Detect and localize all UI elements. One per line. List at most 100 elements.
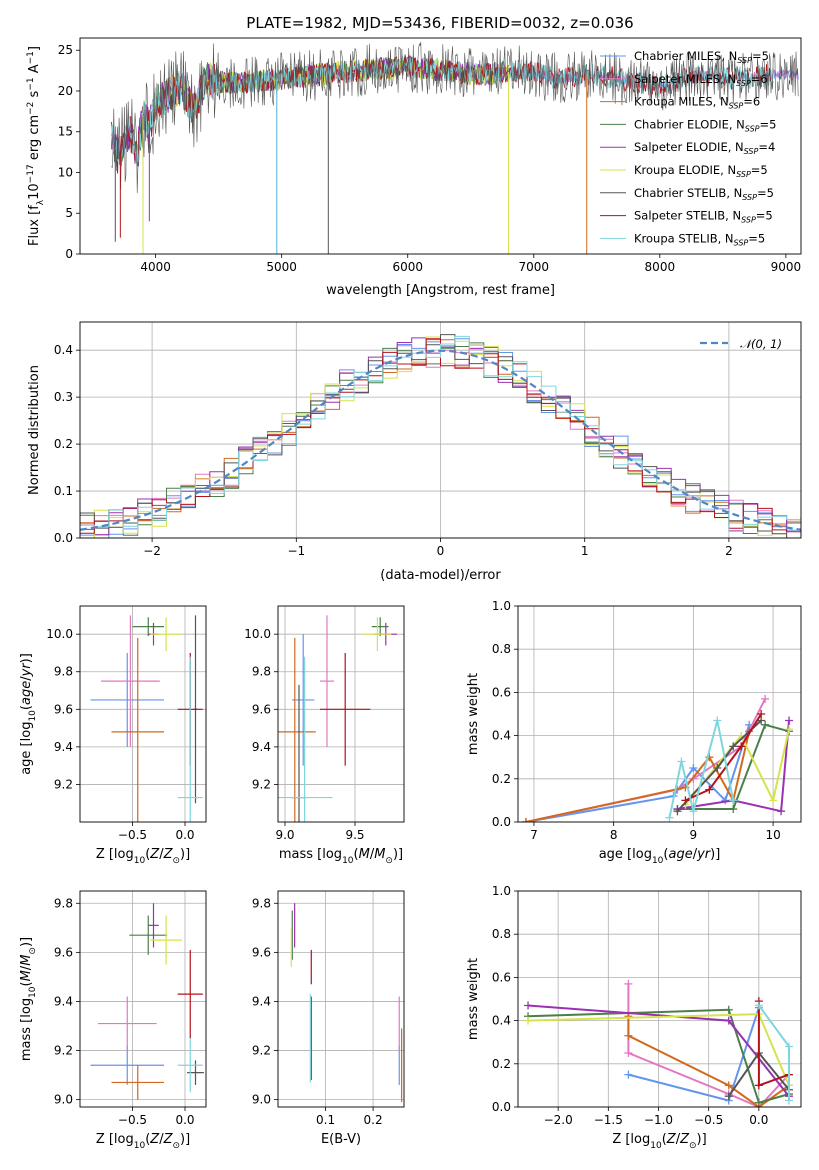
y-axis-label: age [log10(age/yr)] xyxy=(19,653,38,775)
y-tick-label: 9.4 xyxy=(54,740,73,754)
y-tick-label: 9.2 xyxy=(252,777,271,791)
legend-entry: Chabrier STELIB, NSSP=5 xyxy=(634,186,774,202)
weight-marker xyxy=(754,1098,763,1107)
y-tick-label: 15 xyxy=(58,125,73,139)
y-axis-label: Normed distribution xyxy=(27,365,42,495)
y-axis-label: mass weight xyxy=(466,958,481,1040)
weight-marker xyxy=(784,1096,793,1105)
weight-marker xyxy=(713,716,722,725)
y-tick-label: 9.6 xyxy=(54,945,73,959)
x-tick-label: 9 xyxy=(690,828,698,842)
panel-spectrum: 4000 5000 6000 7000 8000 9000 0 5 10 15 20 25 wavele… xyxy=(26,37,802,298)
weight-marker xyxy=(713,764,722,772)
weight-marker xyxy=(689,807,698,816)
weight-marker xyxy=(624,1049,633,1057)
x-axis-label: Z [log10(Z/Z⊙)] xyxy=(612,1132,706,1151)
weight-marker xyxy=(729,742,738,751)
weight-marker xyxy=(784,1042,793,1051)
y-tick-label: 0.6 xyxy=(492,685,511,699)
figure-title: PLATE=1982, MJD=53436, FIBERID=0032, z=0… xyxy=(246,14,633,32)
y-tick-label: 9.0 xyxy=(54,1093,73,1107)
weight-marker xyxy=(737,742,746,751)
y-axis-label: Flux [fλ10−17 erg cm−2 s−1 A−1] xyxy=(26,46,46,246)
y-tick-label: 0.0 xyxy=(492,1100,511,1114)
axes-frame xyxy=(79,890,207,1108)
x-tick-label: 6000 xyxy=(392,260,423,274)
plot-area-weight_vs_Z xyxy=(524,979,793,1107)
y-tick-label: 1.0 xyxy=(492,599,511,613)
legend-entry: Chabrier ELODIE, NSSP=5 xyxy=(634,117,776,133)
x-tick-label: 9000 xyxy=(771,260,802,274)
y-tick-label: 20 xyxy=(58,84,73,98)
y-tick-label: 0.2 xyxy=(492,1057,511,1071)
x-tick-label: 0.1 xyxy=(316,1113,335,1127)
legend-entry: Salpeter ELODIE, NSSP=4 xyxy=(634,140,775,156)
panel-mass_vs_Z: −0.5 0.0 9.0 9.2 9.4 9.6 9.8 Z [log10(Z/Z⊙)] mas… xyxy=(19,890,207,1151)
x-axis-label: Z [log10(Z/Z⊙)] xyxy=(96,847,190,866)
plot-area-residuals xyxy=(80,334,801,538)
weight-marker xyxy=(754,1001,763,1010)
x-tick-label: 8 xyxy=(610,828,618,842)
legend-entry: Kroupa STELIB, NSSP=5 xyxy=(634,231,765,247)
weight-marker xyxy=(705,785,714,794)
y-tick-label: 0.4 xyxy=(492,729,511,743)
x-tick-label: −2 xyxy=(143,544,161,558)
legend-entry: Kroupa MILES, NSSP=6 xyxy=(634,95,760,111)
weight-marker xyxy=(724,1005,733,1014)
weight-marker xyxy=(754,1081,763,1090)
y-tick-label: 0.8 xyxy=(492,642,511,656)
x-tick-label: −1.0 xyxy=(644,1113,673,1127)
weight-marker xyxy=(785,725,794,734)
weight-marker xyxy=(624,1070,633,1079)
y-axis-label: mass weight xyxy=(466,673,481,755)
panel-age_vs_mass: 9.0 9.5 9.2 9.4 9.6 9.8 10.0 mass [log10(M/M⊙)] xyxy=(244,605,405,866)
weight-marker xyxy=(524,1016,533,1025)
legend-entry: Salpeter STELIB, NSSP=5 xyxy=(634,209,773,225)
x-axis-label: wavelength [Angstrom, rest frame] xyxy=(326,283,555,298)
weight-marker xyxy=(677,757,686,766)
y-tick-label: 10 xyxy=(58,165,73,179)
legend-entry: Chabrier MILES, NSSP=5 xyxy=(634,49,769,65)
y-tick-label: 9.4 xyxy=(252,994,271,1008)
y-tick-label: 9.6 xyxy=(252,702,271,716)
axes-frame xyxy=(79,605,207,823)
panel-mass_vs_ebv: 0.1 0.2 9.0 9.2 9.4 9.6 9.8 E(B-V) xyxy=(252,890,405,1147)
x-tick-label: 7000 xyxy=(519,260,550,274)
weight-marker xyxy=(724,1016,733,1025)
panel-weight_vs_age: 7 8 9 10 0.0 0.2 0.4 0.6 0.8 1.0 age [log10(age/yr… xyxy=(466,599,802,866)
x-tick-label: 1 xyxy=(581,544,589,558)
weight-line-salpeter-miles xyxy=(525,698,766,822)
y-tick-label: 9.8 xyxy=(54,665,73,679)
axes-frame xyxy=(277,605,405,823)
plot-area-age_vs_mass xyxy=(278,615,397,822)
weight-marker xyxy=(724,1081,733,1090)
weight-marker xyxy=(524,1001,533,1010)
y-tick-label: 9.2 xyxy=(252,1044,271,1058)
y-tick-label: 0.6 xyxy=(492,970,511,984)
y-tick-label: 1.0 xyxy=(492,884,511,898)
y-tick-label: 9.2 xyxy=(54,777,73,791)
weight-marker xyxy=(681,796,690,805)
weight-line-kroupa-elodie xyxy=(684,728,790,806)
panel-weight_vs_Z: −2.0 −1.5 −1.0 −0.5 0.0 0.0 0.2 0.4 0.6 0.8 1.0 Z [… xyxy=(466,884,802,1151)
weight-marker xyxy=(729,796,738,805)
weight-marker xyxy=(777,807,786,816)
plot-area-weight_vs_age xyxy=(521,694,794,822)
weight-marker xyxy=(769,796,778,805)
x-tick-label: −2.0 xyxy=(544,1113,573,1127)
y-tick-label: 10.0 xyxy=(244,627,271,641)
x-axis-label: Z [log10(Z/Z⊙)] xyxy=(96,1132,190,1151)
x-tick-label: 0.2 xyxy=(364,1113,383,1127)
y-tick-label: 0.8 xyxy=(492,927,511,941)
weight-marker xyxy=(729,805,738,814)
x-tick-label: 0.0 xyxy=(749,1113,768,1127)
x-axis-label: (data-model)/error xyxy=(380,568,501,583)
y-tick-label: 9.0 xyxy=(252,1093,271,1107)
weight-marker xyxy=(624,979,633,988)
y-tick-label: 0.2 xyxy=(492,772,511,786)
weight-marker xyxy=(761,720,770,729)
weight-marker xyxy=(724,1092,733,1101)
weight-marker xyxy=(624,1031,633,1040)
weight-line-kroupa-stelib xyxy=(758,1004,790,1101)
